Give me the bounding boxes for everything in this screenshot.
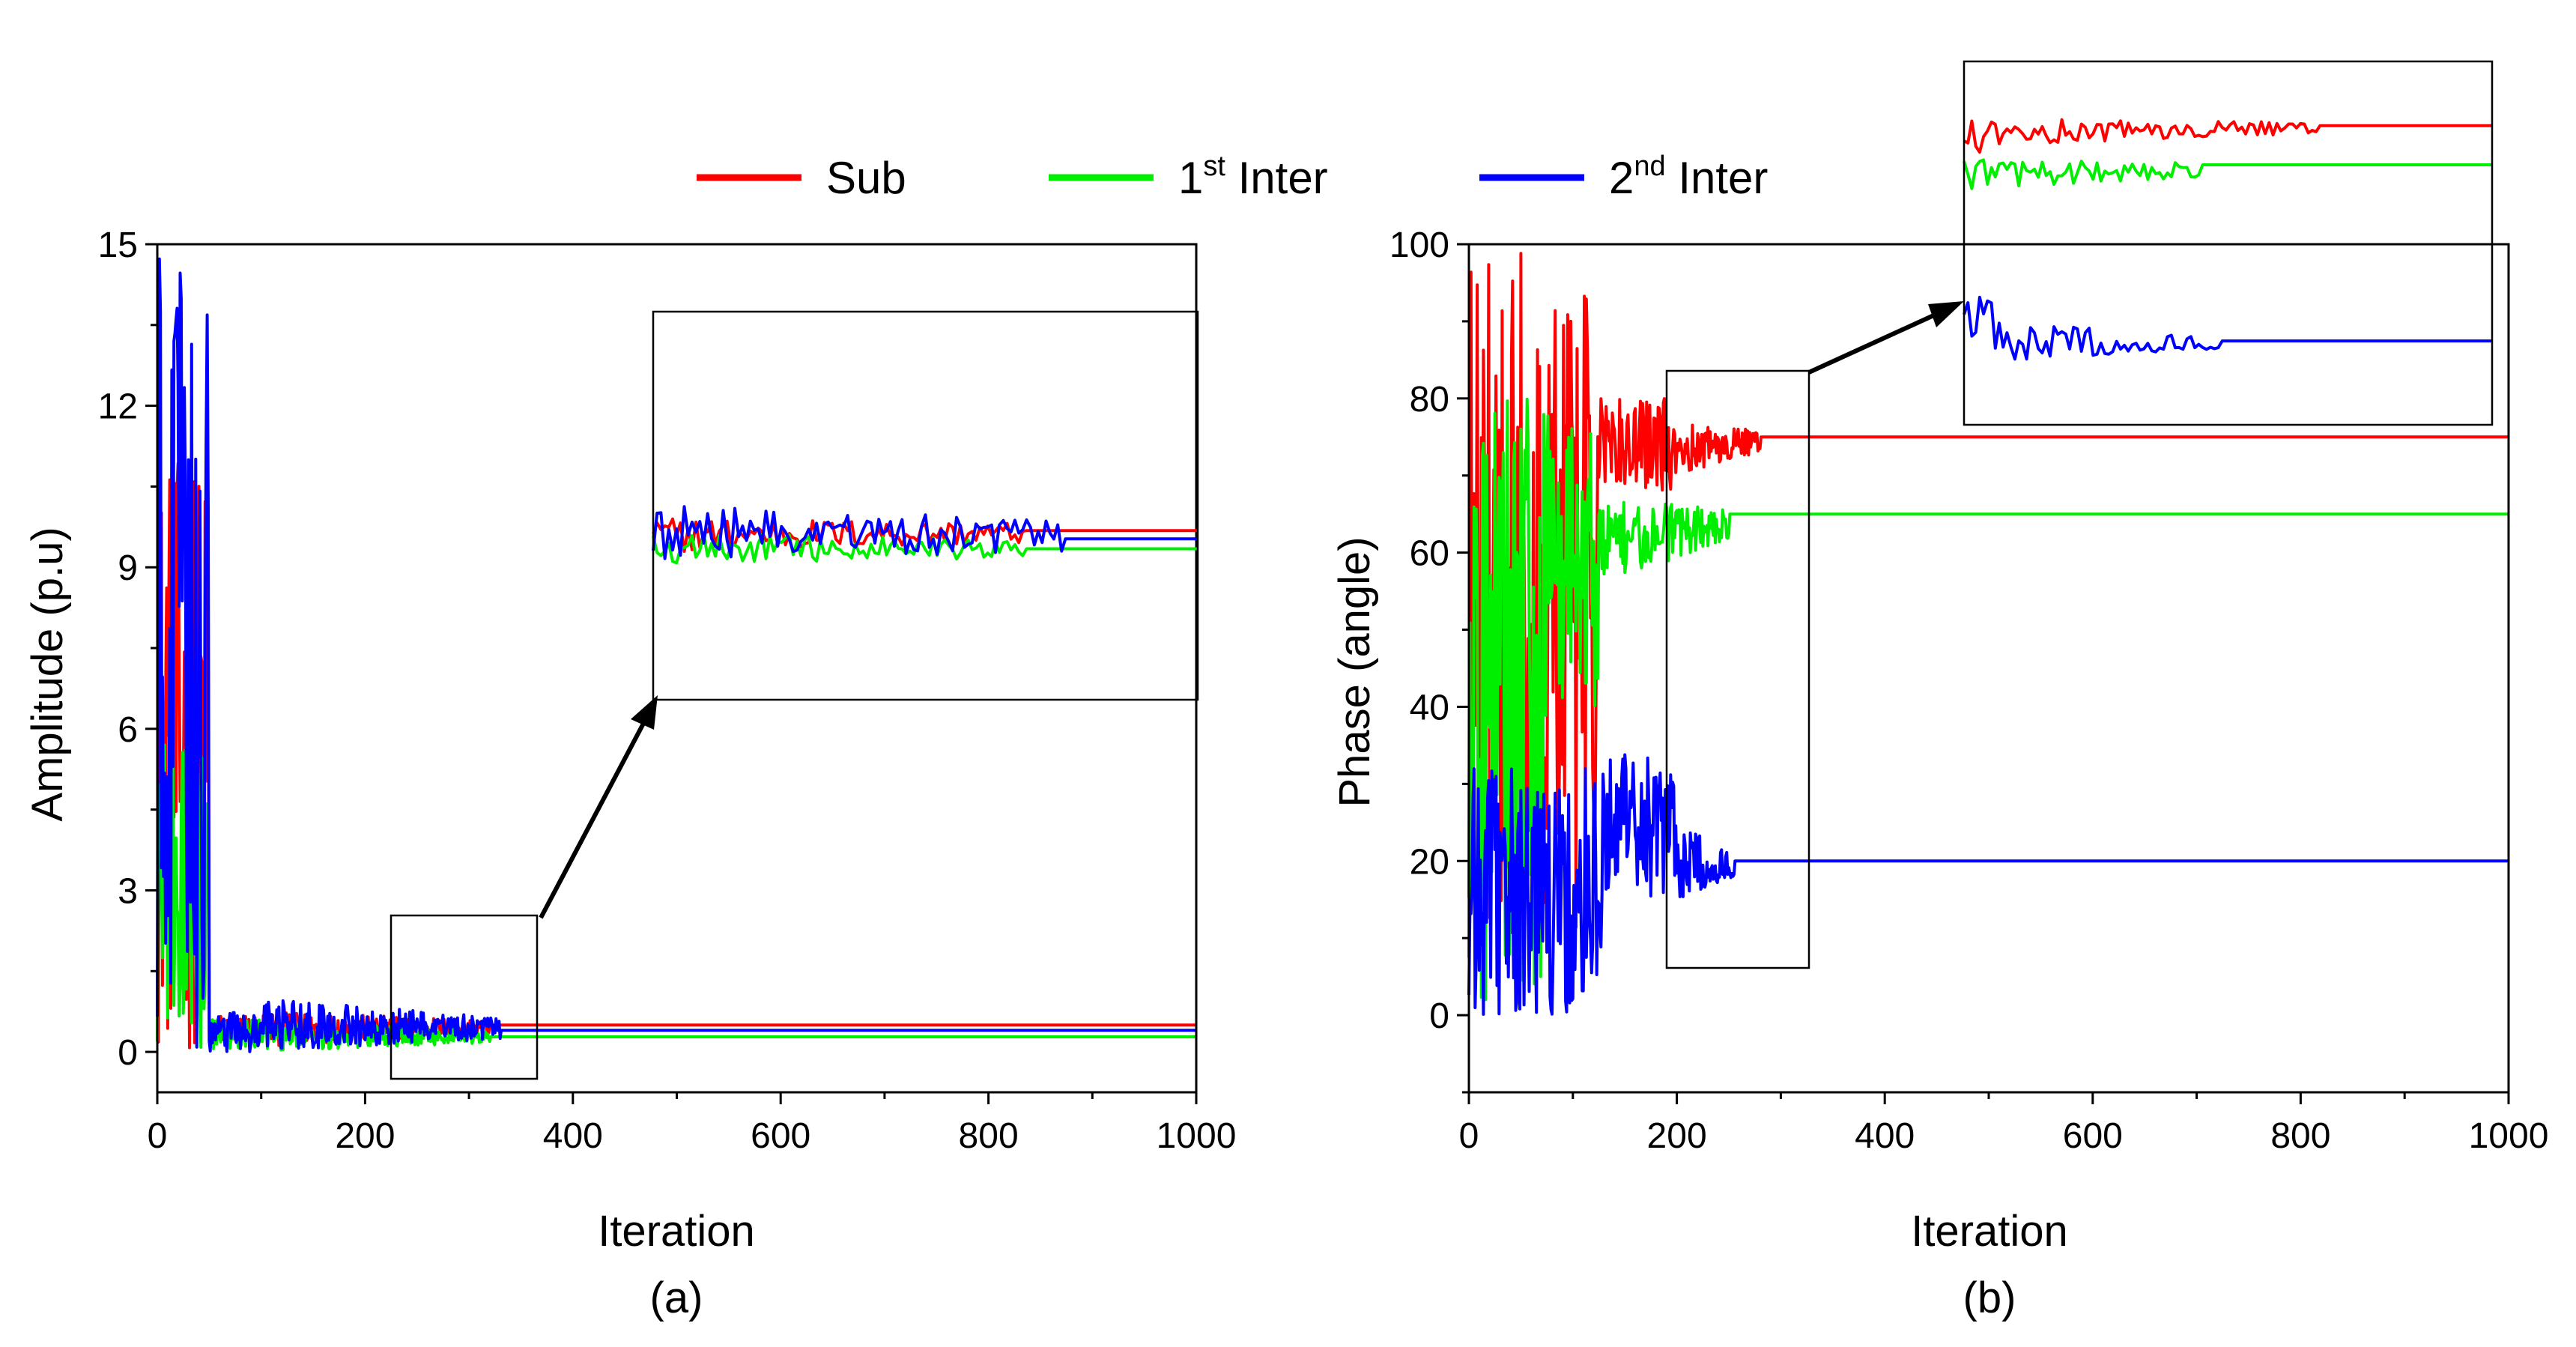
y-tick-label: 0 — [118, 1033, 138, 1073]
x-tick-label: 1000 — [1157, 1116, 1237, 1156]
x-tick-label: 200 — [1647, 1116, 1707, 1156]
amplitude-x-axis-title: Iteration — [598, 1207, 755, 1256]
y-tick-label: 20 — [1410, 842, 1449, 882]
x-tick-label: 0 — [1459, 1116, 1479, 1156]
inset-line-2nd-inter — [1963, 295, 2492, 361]
y-tick-label: 40 — [1410, 688, 1449, 727]
y-tick-label: 0 — [1429, 996, 1449, 1036]
series-line-2nd-inter — [156, 257, 1197, 1053]
x-tick-label: 600 — [751, 1116, 810, 1156]
x-tick-label: 400 — [543, 1116, 603, 1156]
y-tick-label: 3 — [118, 871, 138, 911]
x-tick-label: 400 — [1855, 1116, 1915, 1156]
amplitude-series — [156, 257, 1197, 1053]
y-tick-label: 15 — [98, 225, 138, 265]
y-tick-label: 6 — [118, 710, 138, 750]
amplitude-zoom-arrow — [539, 718, 648, 919]
series-line-sub — [1467, 252, 2509, 935]
phase-chart: 0 200 400 600 800 1000 0 20 40 60 80 100 Phase (ang… — [1330, 60, 2548, 1322]
phase-zoom-region — [1665, 369, 1810, 969]
phase-x-axis-title: Iteration — [1911, 1207, 2068, 1256]
legend: Sub 1st Inter 2nd Inter — [697, 151, 1768, 203]
legend-label-2nd-inter: 2nd Inter — [1609, 151, 1768, 203]
inset-line-sub — [1963, 118, 2492, 154]
phase-series — [1467, 252, 2509, 1016]
y-tick-label: 100 — [1389, 225, 1449, 265]
amplitude-zoom-arrowhead — [631, 695, 658, 730]
x-tick-label: 600 — [2063, 1116, 2123, 1156]
amplitude-inset-frame — [652, 310, 1199, 701]
series-line-1st-inter — [1467, 397, 2509, 1002]
phase-inset — [1963, 118, 2492, 361]
amplitude-chart: 0 200 400 600 800 1000 0 3 6 9 12 15 Amplitude (p.u… — [23, 225, 1236, 1322]
amplitude-plot-frame — [156, 243, 1198, 1094]
x-tick-label: 0 — [148, 1116, 168, 1156]
series-line-1st-inter — [156, 730, 1197, 1052]
x-tick-label: 800 — [2270, 1116, 2330, 1156]
amplitude-ticks: 0 200 400 600 800 1000 0 3 6 9 12 15 — [98, 225, 1237, 1156]
series-line-2nd-inter — [1467, 753, 2509, 1016]
inset-line-1st-inter — [1963, 158, 2492, 190]
x-tick-label: 1000 — [2469, 1116, 2549, 1156]
phase-caption: (b) — [1963, 1274, 2016, 1322]
amplitude-zoom-region — [390, 914, 539, 1080]
phase-inset-frame — [1963, 60, 2494, 426]
amplitude-inset — [652, 505, 1198, 565]
legend-label-sub: Sub — [826, 153, 906, 203]
phase-plot-frame — [1467, 243, 2510, 1094]
y-tick-label: 80 — [1410, 380, 1449, 420]
x-tick-label: 200 — [335, 1116, 395, 1156]
phase-ticks: 0 200 400 600 800 1000 0 20 40 60 80 100 — [1389, 225, 2548, 1156]
y-tick-label: 9 — [118, 548, 138, 588]
series-line-sub — [156, 461, 1197, 1050]
amplitude-y-axis-title: Amplitude (p.u) — [23, 527, 72, 821]
phase-zoom-arrow — [1807, 311, 1940, 375]
inset-line-2nd-inter — [652, 505, 1198, 560]
phase-y-axis-title: Phase (angle) — [1330, 536, 1379, 807]
x-tick-label: 800 — [959, 1116, 1019, 1156]
phase-zoom-arrowhead — [1928, 301, 1964, 327]
amplitude-caption: (a) — [650, 1274, 703, 1322]
y-tick-label: 12 — [98, 387, 138, 427]
legend-label-1st-inter: 1st Inter — [1178, 151, 1328, 203]
y-tick-label: 60 — [1410, 534, 1449, 574]
inset-line-1st-inter — [652, 533, 1198, 565]
